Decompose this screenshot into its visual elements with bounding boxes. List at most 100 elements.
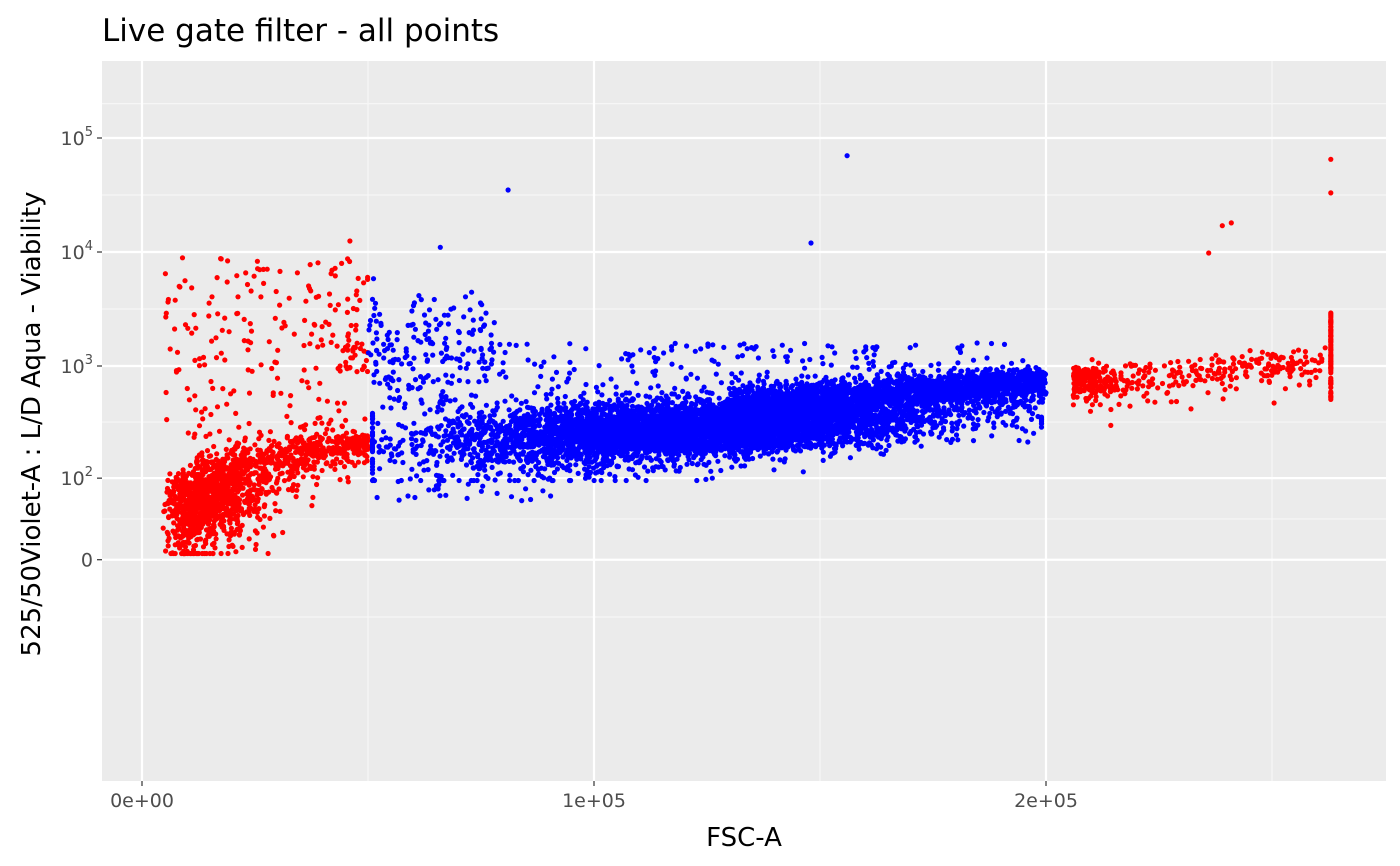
- data-point-inside-gate: [374, 336, 380, 342]
- data-point-outside-gate: [252, 442, 258, 448]
- data-point-outside-gate: [1194, 372, 1200, 378]
- data-point-outside-gate: [269, 365, 275, 372]
- data-point-outside-gate: [1116, 401, 1122, 407]
- data-point-outside-gate: [359, 438, 366, 444]
- data-point-outside-gate: [1328, 324, 1334, 330]
- data-point-outside-gate: [207, 466, 213, 473]
- data-point-inside-gate: [438, 320, 444, 326]
- data-point-outside-gate: [1173, 398, 1180, 405]
- data-point-outside-gate: [343, 430, 350, 436]
- data-point-outside-gate: [175, 471, 182, 477]
- data-point-outside-gate: [214, 498, 220, 504]
- data-point-outside-gate: [1295, 347, 1302, 353]
- data-point-outside-gate: [1322, 345, 1328, 351]
- data-point-outside-gate: [214, 275, 220, 281]
- data-point-inside-gate: [455, 328, 462, 334]
- data-point-outside-gate: [281, 319, 287, 325]
- data-point-outside-gate: [349, 436, 355, 442]
- data-point-outside-gate: [277, 508, 283, 514]
- data-point-inside-gate: [701, 461, 707, 467]
- data-point-outside-gate: [196, 516, 202, 522]
- data-point-outside-gate: [324, 426, 330, 432]
- data-point-inside-gate: [410, 321, 416, 327]
- data-point-outside-gate: [255, 476, 261, 482]
- data-point-outside-gate: [317, 442, 323, 448]
- data-point-outside-gate: [301, 342, 307, 349]
- data-point-inside-gate: [445, 321, 451, 327]
- data-point-inside-gate: [370, 340, 376, 346]
- data-point-outside-gate: [180, 473, 186, 479]
- data-point-outside-gate: [222, 487, 228, 493]
- data-point-outside-gate: [252, 528, 258, 534]
- data-point-outside-gate: [228, 525, 234, 531]
- data-point-outside-gate: [297, 424, 304, 430]
- data-point-outside-gate: [1213, 352, 1219, 358]
- data-point-outside-gate: [266, 437, 272, 443]
- data-point-outside-gate: [294, 487, 300, 493]
- data-point-inside-gate: [555, 455, 561, 461]
- data-point-outside-gate: [1136, 378, 1142, 384]
- data-point-outside-gate: [1081, 375, 1087, 381]
- data-point-outside-gate: [215, 311, 221, 317]
- data-point-outside-gate: [328, 463, 334, 469]
- data-point-outside-gate: [1312, 358, 1318, 364]
- data-point-outside-gate: [344, 455, 350, 461]
- data-point-outside-gate: [260, 524, 266, 530]
- data-point-outside-gate: [228, 391, 234, 397]
- data-point-outside-gate: [251, 482, 257, 488]
- data-point-outside-gate: [263, 489, 269, 496]
- data-point-outside-gate: [1108, 383, 1114, 389]
- data-point-outside-gate: [233, 514, 239, 520]
- data-point-inside-gate: [411, 300, 417, 306]
- data-point-outside-gate: [273, 288, 279, 295]
- data-point-outside-gate: [296, 446, 302, 452]
- data-point-outside-gate: [294, 270, 300, 276]
- data-point-outside-gate: [246, 420, 252, 427]
- data-point-outside-gate: [201, 501, 207, 507]
- data-point-outside-gate: [1098, 386, 1104, 392]
- data-point-outside-gate: [285, 487, 292, 493]
- data-point-outside-gate: [1229, 368, 1235, 375]
- data-point-outside-gate: [304, 379, 310, 385]
- data-point-inside-gate: [812, 442, 818, 448]
- data-point-outside-gate: [230, 486, 236, 492]
- data-point-outside-gate: [171, 501, 177, 507]
- data-point-inside-gate: [445, 312, 451, 318]
- data-point-outside-gate: [1113, 385, 1119, 392]
- data-point-outside-gate: [187, 462, 193, 468]
- data-point-outside-gate: [353, 292, 359, 298]
- data-point-inside-gate: [385, 336, 391, 343]
- data-point-inside-gate: [377, 311, 383, 317]
- data-point-outside-gate: [336, 408, 342, 414]
- data-point-outside-gate: [337, 368, 343, 374]
- data-point-outside-gate: [1094, 372, 1100, 378]
- data-point-inside-gate: [460, 351, 466, 357]
- data-point-inside-gate: [374, 368, 380, 374]
- data-point-outside-gate: [1075, 365, 1081, 371]
- data-point-outside-gate: [222, 357, 228, 363]
- data-point-outside-gate: [224, 401, 230, 407]
- data-point-outside-gate: [235, 474, 241, 480]
- data-point-inside-gate: [918, 443, 924, 449]
- data-point-outside-gate: [341, 400, 347, 406]
- data-point-outside-gate: [317, 447, 323, 453]
- data-point-outside-gate: [1282, 386, 1288, 392]
- data-point-outside-gate: [315, 260, 321, 266]
- data-point-outside-gate: [185, 430, 191, 436]
- data-point-inside-gate: [507, 472, 513, 478]
- data-point-outside-gate: [229, 449, 235, 455]
- data-point-outside-gate: [239, 522, 245, 529]
- data-point-outside-gate: [1270, 363, 1276, 369]
- data-point-outside-gate: [172, 297, 178, 303]
- data-point-inside-gate: [434, 326, 440, 332]
- data-point-outside-gate: [162, 271, 168, 277]
- data-point-outside-gate: [364, 458, 370, 464]
- data-point-inside-gate: [411, 334, 417, 340]
- data-point-outside-gate: [269, 484, 275, 491]
- data-point-inside-gate: [372, 305, 378, 311]
- data-point-outside-gate: [328, 339, 334, 345]
- data-point-outside-gate: [313, 294, 319, 300]
- data-point-outside-gate: [236, 424, 242, 430]
- data-point-outside-gate: [206, 300, 212, 306]
- data-point-outside-gate: [313, 365, 319, 371]
